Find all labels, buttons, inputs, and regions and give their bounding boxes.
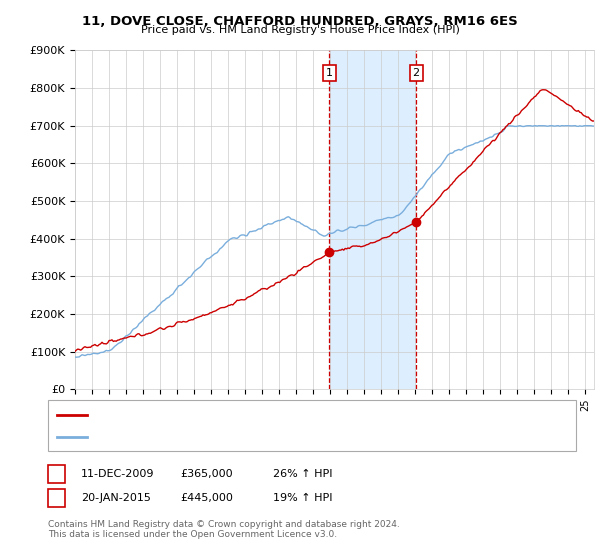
Text: 1: 1: [326, 68, 333, 78]
Text: 19% ↑ HPI: 19% ↑ HPI: [273, 493, 332, 503]
Text: 1: 1: [53, 469, 60, 479]
Text: 11-DEC-2009: 11-DEC-2009: [81, 469, 155, 479]
Text: HPI: Average price, detached house, Thurrock: HPI: Average price, detached house, Thur…: [93, 432, 332, 442]
Text: 2: 2: [413, 68, 420, 78]
Text: Price paid vs. HM Land Registry's House Price Index (HPI): Price paid vs. HM Land Registry's House …: [140, 25, 460, 35]
Text: 20-JAN-2015: 20-JAN-2015: [81, 493, 151, 503]
Text: 26% ↑ HPI: 26% ↑ HPI: [273, 469, 332, 479]
Text: Contains HM Land Registry data © Crown copyright and database right 2024.
This d: Contains HM Land Registry data © Crown c…: [48, 520, 400, 539]
Text: £445,000: £445,000: [180, 493, 233, 503]
Text: 11, DOVE CLOSE, CHAFFORD HUNDRED, GRAYS, RM16 6ES (detached house): 11, DOVE CLOSE, CHAFFORD HUNDRED, GRAYS,…: [93, 409, 494, 419]
Bar: [329, 50, 416, 389]
Text: 2: 2: [53, 493, 60, 503]
Text: 11, DOVE CLOSE, CHAFFORD HUNDRED, GRAYS, RM16 6ES: 11, DOVE CLOSE, CHAFFORD HUNDRED, GRAYS,…: [82, 15, 518, 27]
Text: £365,000: £365,000: [180, 469, 233, 479]
